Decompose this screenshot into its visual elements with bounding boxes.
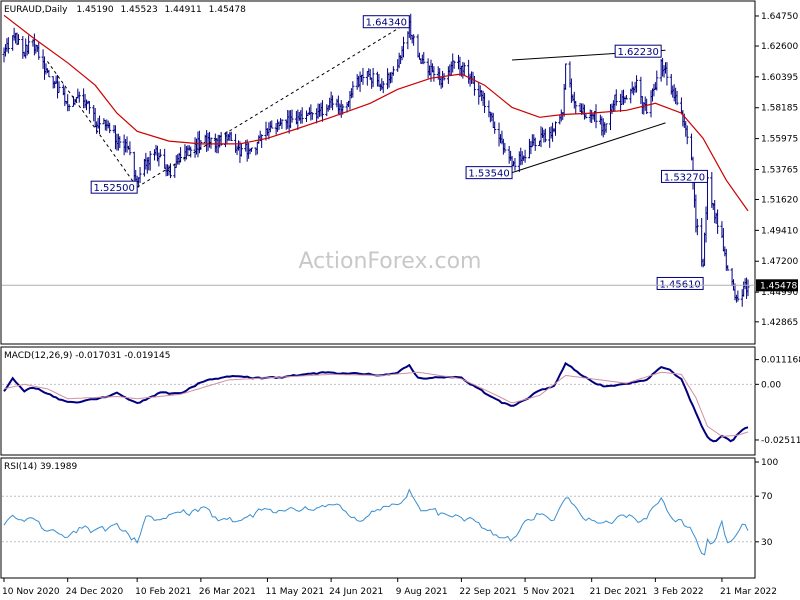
signal-line: [3, 371, 749, 437]
rsi-panel-frame: [0, 457, 756, 579]
price-axis-label: 1.47200: [761, 257, 798, 267]
price-axis-label: 1.62600: [761, 42, 798, 52]
trend-line: [47, 61, 138, 188]
price-annotation: 1.64340: [362, 15, 410, 29]
indicator-axis-label: 0.011168: [761, 356, 800, 366]
macd-panel-frame: [0, 346, 756, 456]
ohlc-bars: [2, 13, 750, 307]
price-annotation: 1.62230: [614, 44, 662, 58]
time-axis-label: 22 Sep 2021: [459, 587, 516, 597]
time-axis-label: 5 Nov 2021: [523, 587, 575, 597]
annotation-box: [660, 169, 708, 183]
trend-line: [511, 122, 666, 174]
macd-panel-title: MACD(12,26,9) -0.017031 -0.019145: [4, 351, 170, 361]
annotation-box: [614, 44, 662, 58]
indicator-axis-label: 100: [761, 458, 778, 468]
annotation-label: 1.53540: [468, 169, 509, 180]
time-axis-label: 10 Feb 2021: [135, 587, 191, 597]
symbol-timeframe-label: EURAUD,Daily: [4, 5, 68, 15]
macd-plot-area: [2, 361, 755, 443]
annotation-label: 1.53270: [664, 172, 705, 183]
rsi-line: [3, 488, 749, 556]
price-axis-label: 1.55975: [761, 135, 798, 145]
time-axis-label: 21 Dec 2021: [590, 587, 648, 597]
time-axis-label: 21 Mar 2022: [720, 587, 777, 597]
low-value: 1.44911: [165, 5, 202, 15]
axes: 1.64750 1.62600 1.60395 1.58185 1.55975 1.537…: [2, 12, 800, 597]
price-axis-label: 1.51620: [761, 195, 798, 205]
rsi-panel-title: RSI(14) 39.1989: [4, 462, 77, 472]
time-axis-label: 24 Dec 2020: [66, 587, 124, 597]
indicator-axis-label: 70: [761, 492, 773, 502]
price-plot-area: 1.52500 1.64340 1.62230 1.53540 1.53270 1.456…: [2, 13, 755, 307]
open-value: 1.45190: [76, 5, 113, 15]
close-value: 1.45478: [209, 5, 246, 15]
price-panel-title: EURAUD,Daily 1.45190 1.45523 1.44911 1.4…: [4, 5, 246, 15]
moving-average-line: [3, 14, 749, 212]
indicator-axis-label: 30: [761, 538, 773, 548]
current-price-tag: [756, 279, 798, 292]
high-value: 1.45523: [120, 5, 157, 15]
price-axis-label: 1.44990: [761, 288, 798, 298]
time-axis-label: 3 Feb 2022: [653, 587, 703, 597]
price-axis-label: 1.53765: [761, 165, 798, 175]
price-annotation: 1.53270: [660, 169, 708, 183]
time-axis-label: 9 Aug 2021: [396, 587, 448, 597]
annotation-label: 1.52500: [93, 183, 134, 194]
price-axis-label: 1.49410: [761, 226, 798, 236]
time-axis-label: 11 May 2021: [265, 587, 324, 597]
price-annotation: 1.53540: [465, 166, 513, 180]
price-panel-frame: [0, 0, 756, 345]
indicator-axis-label: 0.00: [761, 380, 781, 390]
price-annotation: 1.52500: [90, 180, 138, 194]
annotation-box: [656, 276, 704, 290]
annotation-box: [362, 15, 410, 29]
price-annotation: 1.45610: [656, 276, 704, 290]
rsi-plot-area: [2, 488, 755, 556]
price-axis-label: 1.42865: [761, 318, 798, 328]
indicator-axis-label: -0.025117: [761, 436, 800, 446]
current-price-text: 1.45478: [760, 281, 797, 291]
watermark-text: ActionForex.com: [299, 249, 482, 274]
price-axis-label: 1.64750: [761, 12, 798, 22]
time-axis-label: 10 Nov 2020: [2, 587, 60, 597]
annotation-box: [90, 180, 138, 194]
time-axis-label: 26 Mar 2021: [199, 587, 256, 597]
trend-line: [136, 21, 410, 188]
price-axis-label: 1.58185: [761, 104, 798, 114]
annotation-label: 1.64340: [366, 18, 407, 29]
annotation-box: [465, 166, 513, 180]
price-axis-label: 1.60395: [761, 73, 798, 83]
annotation-label: 1.62230: [617, 47, 658, 58]
time-axis-label: 24 Jun 2021: [329, 587, 383, 597]
